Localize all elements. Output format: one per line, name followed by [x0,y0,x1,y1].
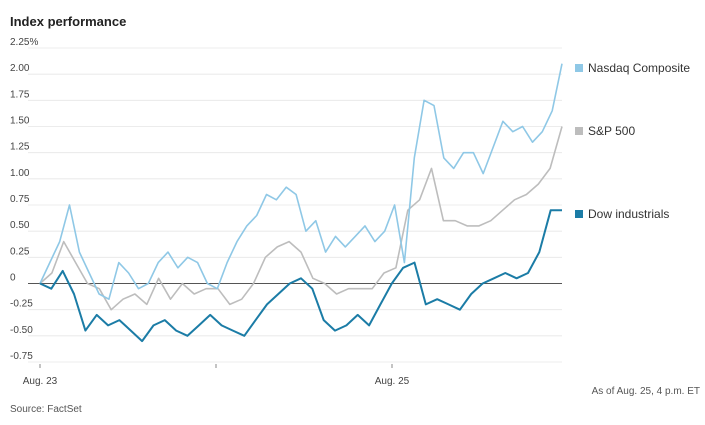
y-axis-ticks: 2.25% 2.00 1.75 1.50 1.25 1.00 0.75 0.50 0.25 0 -0… [10,37,38,362]
y-tick-label: -0.75 [10,351,33,362]
y-tick-label: 0.50 [10,220,30,231]
series-line-s-p-500 [39,126,563,311]
x-tick-label: Aug. 25 [375,376,410,387]
legend-label: Dow industrials [588,207,669,221]
legend-label: S&P 500 [588,124,635,138]
y-tick-label: 1.50 [10,116,30,127]
legend-swatch [575,127,583,135]
y-tick-label: 0.75 [10,194,30,205]
y-tick-label: 1.00 [10,168,30,179]
y-tick-label: 2.25% [10,37,38,48]
legend-swatch [575,210,583,218]
y-tick-label: 1.25 [10,142,30,153]
grid [28,47,562,363]
y-tick-label: 1.75 [10,89,30,100]
y-tick-label: 0.25 [10,246,30,257]
y-tick-label: -0.50 [10,325,33,336]
x-axis-ticks: Aug. 23 Aug. 25 [23,364,410,387]
x-tick-label: Aug. 23 [23,376,58,387]
y-tick-label: 2.00 [10,63,30,74]
series-line-dow-industrials [39,209,562,343]
timestamp-note: As of Aug. 25, 4 p.m. ET [592,386,700,397]
series-lines [39,63,563,343]
y-tick-label: 0 [10,273,16,284]
legend: Nasdaq Composite S&P 500 Dow industrials [575,61,690,221]
legend-label: Nasdaq Composite [588,61,690,75]
series-line-nasdaq-composite [39,63,563,301]
y-tick-label: -0.25 [10,299,33,310]
legend-swatch [575,64,583,72]
chart-title: Index performance [10,14,126,29]
source-note: Source: FactSet [10,404,82,415]
